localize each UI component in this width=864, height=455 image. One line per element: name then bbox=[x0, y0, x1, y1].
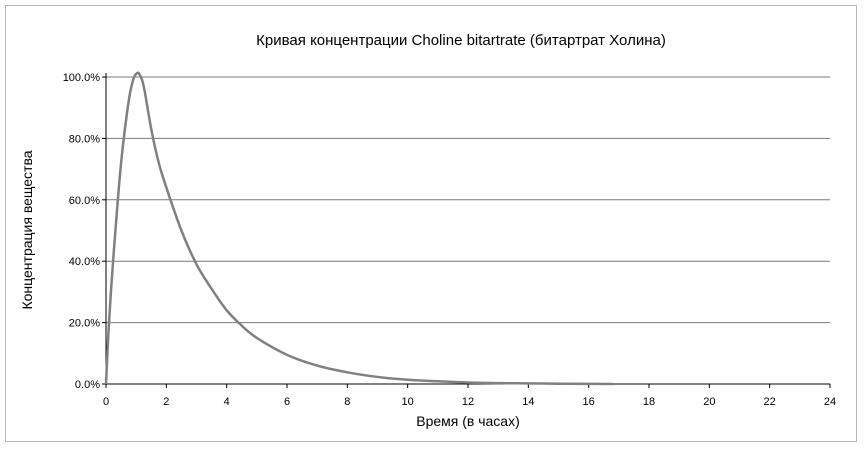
x-tick-label: 18 bbox=[643, 396, 655, 408]
y-axis-title: Концентрация вещества bbox=[19, 150, 35, 309]
x-tick-label: 24 bbox=[824, 396, 836, 408]
y-tick-label: 80.0% bbox=[69, 133, 100, 145]
x-tick-label: 8 bbox=[344, 396, 350, 408]
y-axis-ticks: 0.0% 20.0% 40.0% 60.0% 80.0% 100.0% bbox=[63, 72, 106, 391]
x-tick-label: 0 bbox=[103, 396, 109, 408]
y-tick-label: 40.0% bbox=[69, 256, 100, 268]
x-tick-label: 22 bbox=[764, 396, 776, 408]
x-axis-title: Время (в часах) bbox=[416, 413, 520, 429]
y-tick-label: 100.0% bbox=[63, 72, 101, 84]
x-tick-label: 2 bbox=[163, 396, 169, 408]
gridlines bbox=[106, 76, 830, 324]
x-tick-label: 16 bbox=[583, 396, 595, 408]
concentration-line bbox=[104, 71, 613, 386]
x-tick-label: 12 bbox=[462, 396, 474, 408]
y-tick-label: 60.0% bbox=[69, 195, 100, 207]
x-tick-label: 14 bbox=[522, 396, 534, 408]
y-tick-label: 0.0% bbox=[75, 379, 100, 391]
x-tick-label: 6 bbox=[284, 396, 290, 408]
x-tick-label: 20 bbox=[703, 396, 715, 408]
chart-title: Кривая концентрации Choline bitartrate (… bbox=[256, 32, 666, 49]
chart-frame bbox=[5, 5, 857, 442]
x-axis-ticks: 0 2 4 6 8 10 12 14 16 18 20 22 24 bbox=[103, 384, 836, 408]
y-tick-label: 20.0% bbox=[69, 318, 100, 330]
x-tick-label: 10 bbox=[402, 396, 414, 408]
x-tick-label: 4 bbox=[224, 396, 230, 408]
